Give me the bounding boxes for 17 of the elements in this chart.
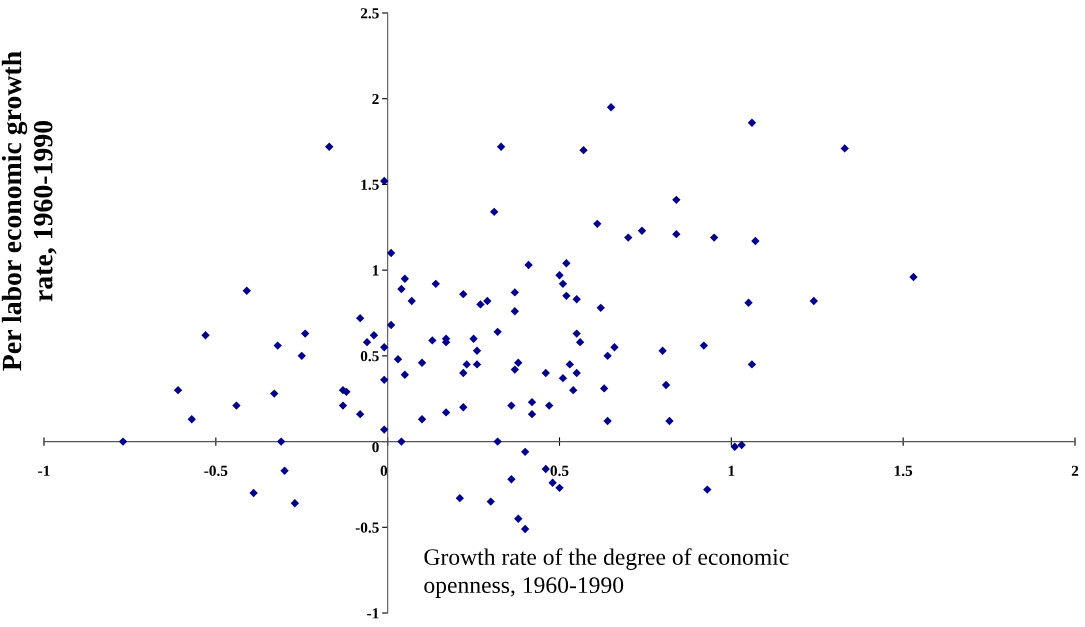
y-tick-label: -1	[367, 608, 379, 619]
x-tick-label: 2	[1071, 465, 1079, 476]
y-tick-label: 1.5	[361, 179, 379, 190]
x-axis-title: Growth rate of the degree of economic openness, 1960-1990	[424, 548, 789, 598]
x-tick-label: 1.5	[894, 465, 913, 476]
x-tick-label: 0	[380, 465, 388, 476]
x-tick-label: 1	[728, 465, 735, 476]
y-tick-label: 0.5	[360, 351, 379, 362]
y-tick-label: 2	[372, 93, 379, 105]
y-tick-label: 2.5	[360, 8, 379, 19]
x-tick-label: 0.5	[550, 465, 569, 476]
y-tick-label: 0	[372, 442, 379, 453]
y-axis-title: Per labor economic growth rate, 1960-1990	[1, 51, 57, 371]
y-tick-label: -0.5	[355, 522, 379, 533]
y-tick-label: 1	[372, 265, 379, 276]
x-tick-label: -0.5	[204, 465, 228, 476]
x-tick-label: -1	[38, 465, 50, 476]
